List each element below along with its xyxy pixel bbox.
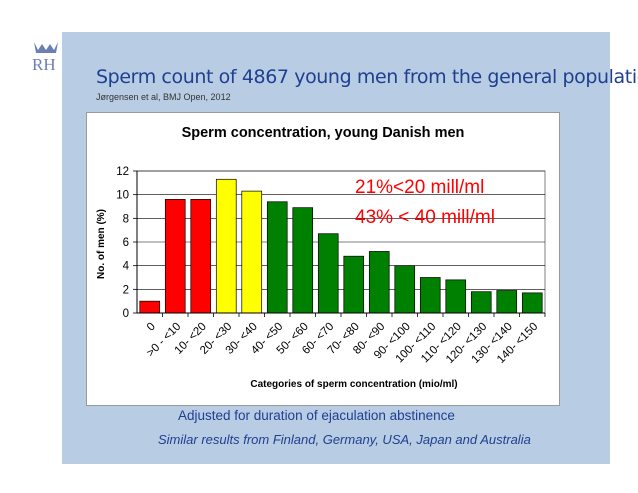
bar-2 xyxy=(190,199,212,314)
bar-9 xyxy=(368,251,390,314)
y-tick-label: 8 xyxy=(123,213,129,225)
bar-7 xyxy=(317,233,339,314)
x-tick-label: 0 xyxy=(145,321,158,334)
rh-crown-logo-icon: RH xyxy=(32,42,58,74)
y-axis-label: No. of men (%) xyxy=(96,209,107,279)
bar-12 xyxy=(445,279,467,314)
bar-8 xyxy=(343,255,365,314)
chart-title: Sperm concentration, young Danish men xyxy=(182,125,465,141)
bar-chart: Sperm concentration, young Danish men No… xyxy=(96,125,546,390)
annotation-under-40: 43% < 40 mill/ml xyxy=(355,207,495,228)
y-tick-label: 10 xyxy=(116,190,129,202)
bar-11 xyxy=(419,277,441,314)
svg-text:RH: RH xyxy=(32,55,56,74)
slide-title: Sperm count of 4867 young men from the g… xyxy=(96,66,638,88)
similar-results-note: Similar results from Finland, Germany, U… xyxy=(158,432,531,447)
y-tick-label: 6 xyxy=(123,237,129,249)
bar-5 xyxy=(266,201,288,314)
bar-6 xyxy=(292,207,314,314)
bar-1 xyxy=(164,199,186,314)
y-tick-label: 12 xyxy=(116,166,129,178)
bar-0 xyxy=(139,300,161,314)
abstinence-note: Adjusted for duration of ejaculation abs… xyxy=(178,408,455,423)
y-tick-label: 0 xyxy=(123,308,129,320)
annotation-under-20: 21%<20 mill/ml xyxy=(355,177,484,198)
bar-3 xyxy=(215,178,237,314)
x-axis-label: Categories of sperm concentration (mio/m… xyxy=(250,379,457,390)
y-tick-label: 4 xyxy=(123,261,130,273)
bar-15 xyxy=(521,292,543,314)
bar-14 xyxy=(496,290,518,314)
y-tick-label: 2 xyxy=(123,284,129,296)
bar-10 xyxy=(394,265,416,314)
bar-4 xyxy=(241,190,263,314)
slide-citation: Jørgensen et al, BMJ Open, 2012 xyxy=(96,92,231,102)
bar-13 xyxy=(470,291,492,314)
chart-container: Sperm concentration, young Danish men No… xyxy=(86,112,560,406)
